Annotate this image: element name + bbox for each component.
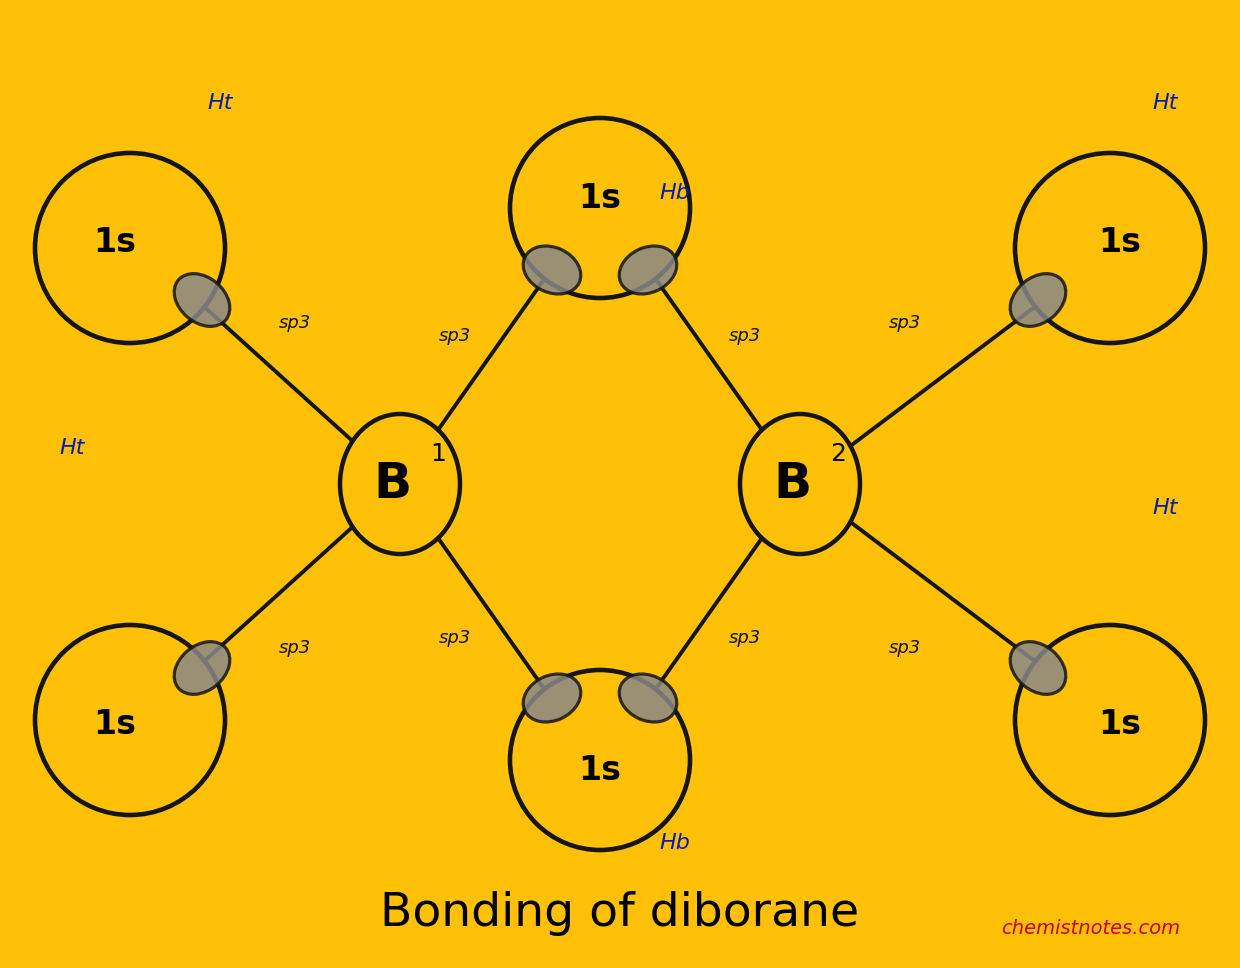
Circle shape: [1016, 153, 1205, 343]
Text: Ht: Ht: [1152, 498, 1178, 518]
Text: 1s: 1s: [1099, 709, 1142, 741]
Ellipse shape: [174, 274, 229, 326]
Circle shape: [510, 118, 689, 298]
Text: sp3: sp3: [439, 629, 471, 647]
Text: chemistnotes.com: chemistnotes.com: [1001, 919, 1180, 938]
Ellipse shape: [1011, 274, 1066, 326]
Text: sp3: sp3: [279, 639, 311, 657]
Text: 1: 1: [430, 442, 446, 466]
Text: Hb: Hb: [660, 833, 691, 853]
Ellipse shape: [523, 674, 580, 722]
Circle shape: [35, 153, 224, 343]
Text: sp3: sp3: [279, 314, 311, 332]
Ellipse shape: [340, 414, 460, 554]
Text: B: B: [373, 460, 412, 508]
Text: 1s: 1s: [1099, 227, 1142, 259]
Text: 1s: 1s: [579, 753, 621, 786]
Text: B: B: [773, 460, 811, 508]
Text: Ht: Ht: [60, 438, 84, 458]
Ellipse shape: [174, 642, 229, 694]
Ellipse shape: [619, 246, 677, 294]
Text: Bonding of diborane: Bonding of diborane: [381, 891, 859, 935]
Text: Ht: Ht: [207, 93, 233, 113]
Text: sp3: sp3: [889, 639, 921, 657]
Text: 1s: 1s: [93, 709, 136, 741]
Ellipse shape: [619, 674, 677, 722]
Text: 2: 2: [830, 442, 846, 466]
Text: sp3: sp3: [729, 629, 761, 647]
Ellipse shape: [1011, 642, 1066, 694]
Text: Ht: Ht: [1152, 93, 1178, 113]
Circle shape: [35, 625, 224, 815]
Text: 1s: 1s: [579, 182, 621, 215]
Ellipse shape: [523, 246, 580, 294]
Text: 1s: 1s: [93, 227, 136, 259]
Text: sp3: sp3: [729, 327, 761, 345]
Circle shape: [510, 670, 689, 850]
Ellipse shape: [740, 414, 861, 554]
Text: sp3: sp3: [889, 314, 921, 332]
Circle shape: [1016, 625, 1205, 815]
Text: Hb: Hb: [660, 183, 691, 203]
Text: sp3: sp3: [439, 327, 471, 345]
